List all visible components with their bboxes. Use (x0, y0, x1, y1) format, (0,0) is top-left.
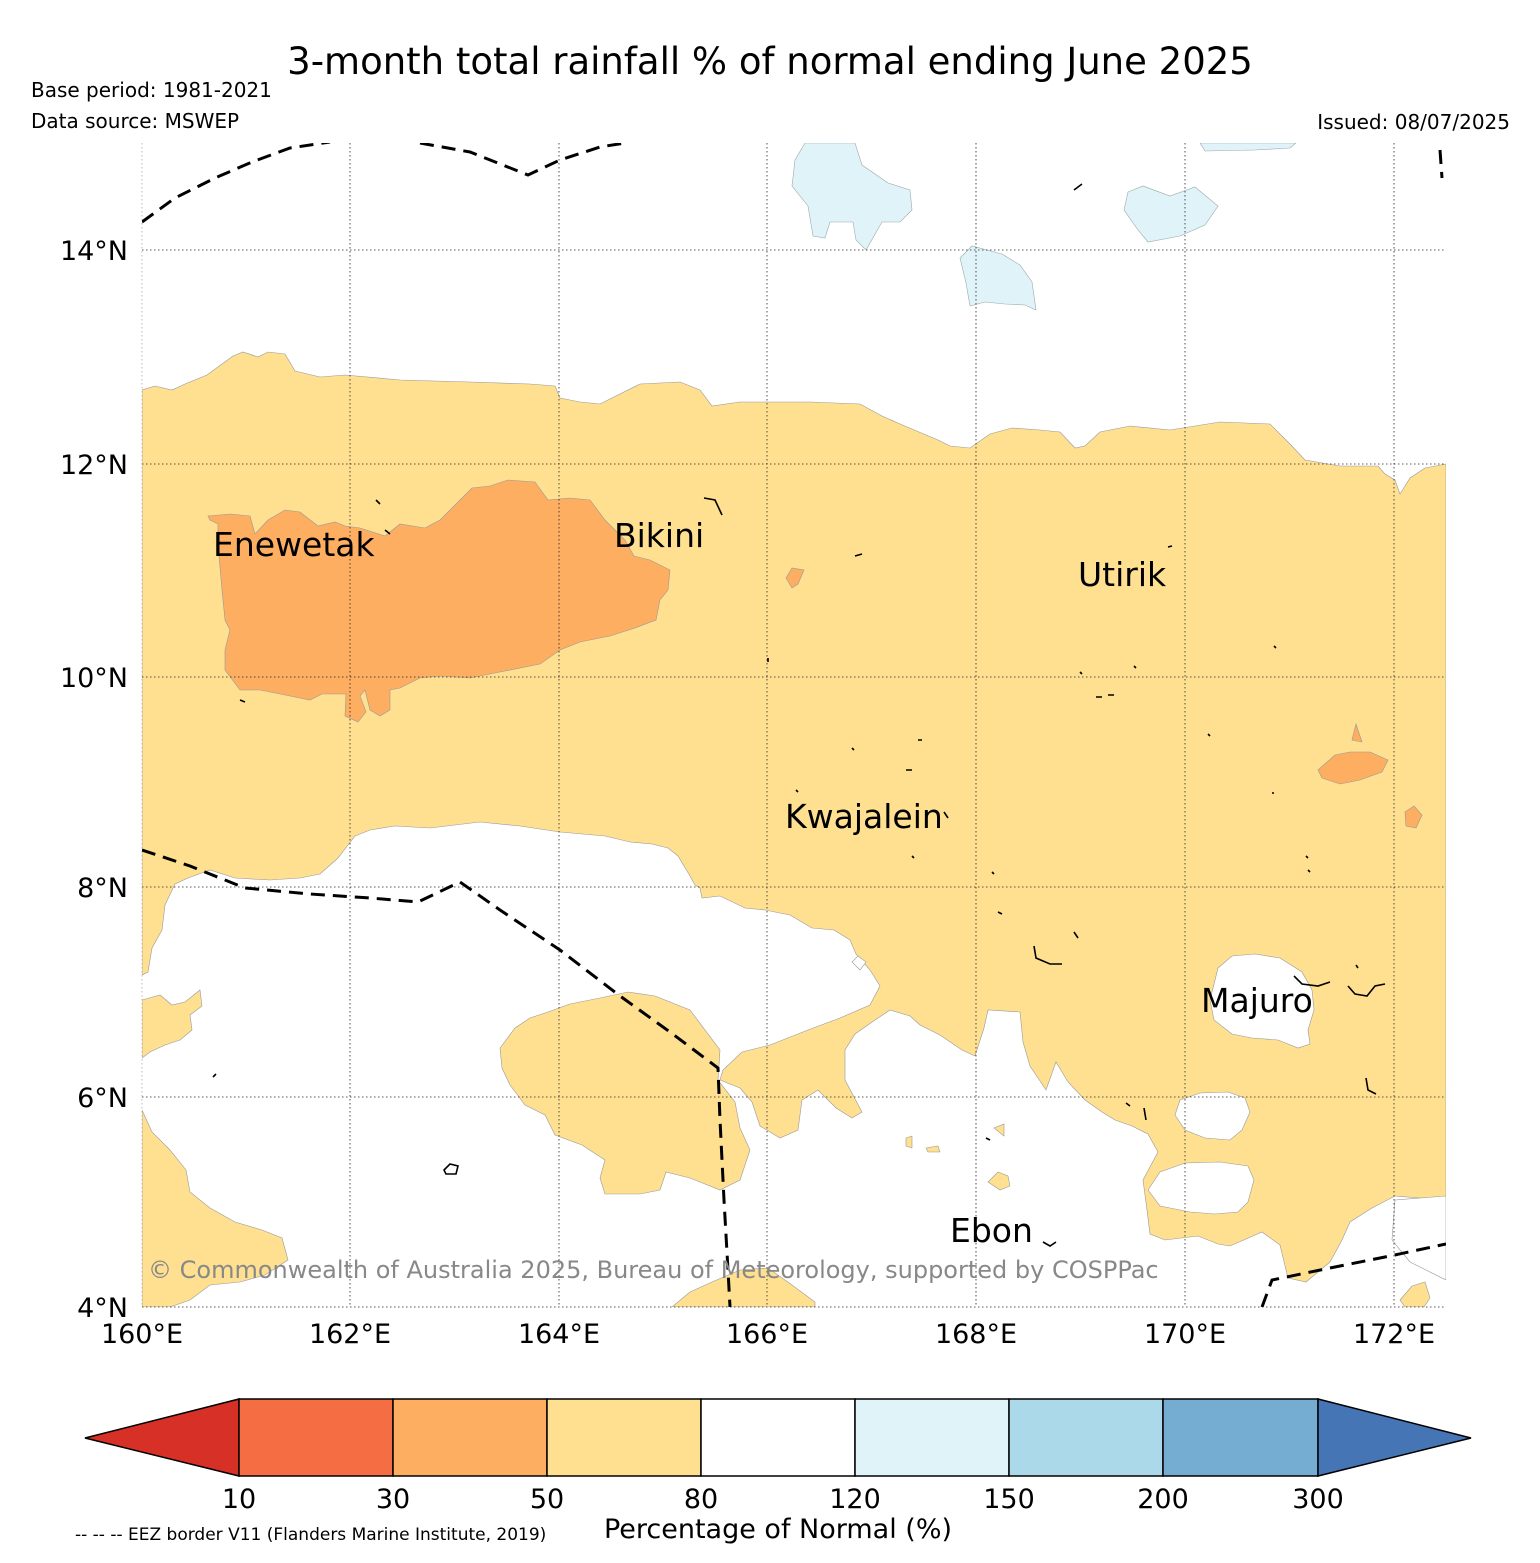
atoll-small-d (1033, 931, 1079, 965)
place-label-kwajalein: Kwajalein (785, 797, 943, 836)
atoll-small-k (212, 699, 246, 1078)
colorbar-tick-50: 50 (530, 1484, 564, 1515)
field-50-80-south-c (142, 1109, 289, 1307)
graticule (141, 143, 1446, 1308)
lon-label-170e: 170°E (1144, 1319, 1226, 1350)
atoll-small-e (1365, 1077, 1377, 1095)
lon-label-172e: 172°E (1353, 1319, 1435, 1350)
longitude-labels: 160°E 162°E 164°E 166°E 168°E 170°E 172°… (101, 1319, 1435, 1350)
colorbar-bin-30-50 (392, 1398, 548, 1477)
colorbar-title: Percentage of Normal (%) (604, 1514, 952, 1545)
eez-border-note: -- -- -- EEZ border V11 (Flanders Marine… (75, 1525, 546, 1545)
field-50-80-south-e (987, 1171, 1011, 1191)
field-120-150-a (791, 143, 913, 251)
map-title: 3-month total rainfall % of normal endin… (287, 40, 1253, 83)
atoll-small-l (985, 645, 1277, 1141)
colorbar-tick-300: 300 (1292, 1484, 1344, 1515)
place-label-utirik: Utirik (1078, 555, 1167, 594)
lon-label-166e: 166°E (726, 1319, 808, 1350)
eez-border-southeast (1260, 1242, 1446, 1307)
colorbar-tick-30: 30 (376, 1484, 410, 1515)
colorbar-bin-50-80 (546, 1398, 702, 1477)
data-source-text: Data source: MSWEP (31, 109, 240, 133)
base-period-text: Base period: 1981-2021 (31, 78, 272, 102)
issued-date-text: Issued: 08/07/2025 (1317, 110, 1510, 134)
atoll-kwajalein (943, 811, 949, 819)
colorbar-tick-80: 80 (684, 1484, 718, 1515)
atoll-small-f (1125, 1102, 1147, 1121)
place-label-majuro: Majuro (1201, 981, 1313, 1020)
eez-borders (142, 143, 1446, 1307)
colorbar-bin-10-30 (238, 1398, 394, 1477)
place-label-ebon: Ebon (950, 1211, 1033, 1250)
lon-label-162e: 162°E (309, 1319, 391, 1350)
eez-border-ne (1438, 149, 1444, 179)
colorbar-bin-150-200 (1008, 1398, 1164, 1477)
latitude-labels: 4°N 6°N 8°N 10°N 12°N 14°N (60, 236, 128, 1324)
field-50-80-south-g (993, 1123, 1005, 1137)
atoll-small-c (1096, 694, 1114, 698)
rainfall-fields (142, 143, 1446, 1307)
lat-label-4n: 4°N (77, 1293, 128, 1324)
colorbar-bin-200-300 (1162, 1398, 1319, 1477)
field-30-50-e (1404, 805, 1423, 829)
field-80-120-hole-b (1174, 1091, 1251, 1141)
atoll-small-a (854, 553, 863, 557)
eez-border-north (142, 143, 331, 224)
field-50-80-south-a (499, 991, 751, 1195)
atoll-small-j (443, 1163, 459, 1175)
field-50-80-south-d (671, 1267, 816, 1307)
field-80-120-hole-d (1391, 1195, 1446, 1281)
field-50-80-south-f (905, 1135, 913, 1149)
atoll-ebon (1042, 1241, 1057, 1247)
atoll-small-g (906, 739, 922, 771)
eez-border-west (142, 848, 732, 1307)
field-50-80-south-i (925, 1145, 941, 1153)
atoll-small-b (1073, 183, 1083, 191)
copyright-text: © Commonwealth of Australia 2025, Bureau… (148, 1256, 1159, 1284)
field-30-50-c (1317, 751, 1389, 785)
field-80-120-hole-e (851, 955, 867, 971)
field-50-80-south-b (142, 989, 203, 1059)
lat-label-12n: 12°N (60, 450, 128, 481)
lat-label-14n: 14°N (60, 236, 128, 267)
field-30-50-b (785, 567, 805, 589)
field-80-120-majuro (1209, 953, 1315, 1049)
field-50-80-south-h (1399, 1281, 1431, 1307)
atoll-bikini (703, 497, 723, 516)
lon-label-160e: 160°E (101, 1319, 183, 1350)
colorbar-tick-150: 150 (983, 1484, 1035, 1515)
colorbar-bin-80-120 (700, 1398, 856, 1477)
colorbar-ticks: 10 30 50 80 120 150 200 300 (222, 1484, 1344, 1515)
lon-label-164e: 164°E (518, 1319, 600, 1350)
colorbar-bin-120-150 (854, 1398, 1010, 1477)
colorbar-tick-10: 10 (222, 1484, 256, 1515)
atoll-small-h (1207, 733, 1359, 969)
atoll-enewetak (375, 499, 391, 535)
lat-label-8n: 8°N (77, 873, 128, 904)
lon-label-168e: 168°E (935, 1319, 1017, 1350)
colorbar (84, 1398, 1472, 1477)
field-120-150-b (1123, 185, 1219, 243)
place-label-bikini: Bikini (614, 516, 704, 555)
colorbar-extend-high (1317, 1398, 1472, 1477)
place-labels: Enewetak Bikini Utirik Kwajalein Majuro … (213, 516, 1313, 1250)
field-30-50-enewetak-bikini (207, 479, 671, 723)
lat-label-6n: 6°N (77, 1083, 128, 1114)
lat-label-10n: 10°N (60, 663, 128, 694)
atoll-small-i (767, 658, 1003, 915)
eez-border-north-b (419, 143, 626, 177)
colorbar-tick-200: 200 (1137, 1484, 1189, 1515)
place-label-enewetak: Enewetak (213, 525, 376, 564)
colorbar-extend-low (84, 1398, 240, 1477)
field-30-50-d (1351, 722, 1363, 743)
field-120-150-d (1199, 143, 1297, 152)
atoll-utirik (1167, 545, 1173, 548)
field-120-150-c (959, 245, 1037, 311)
atolls (212, 183, 1386, 1247)
atoll-majuro (1293, 975, 1386, 997)
colorbar-tick-120: 120 (829, 1484, 881, 1515)
